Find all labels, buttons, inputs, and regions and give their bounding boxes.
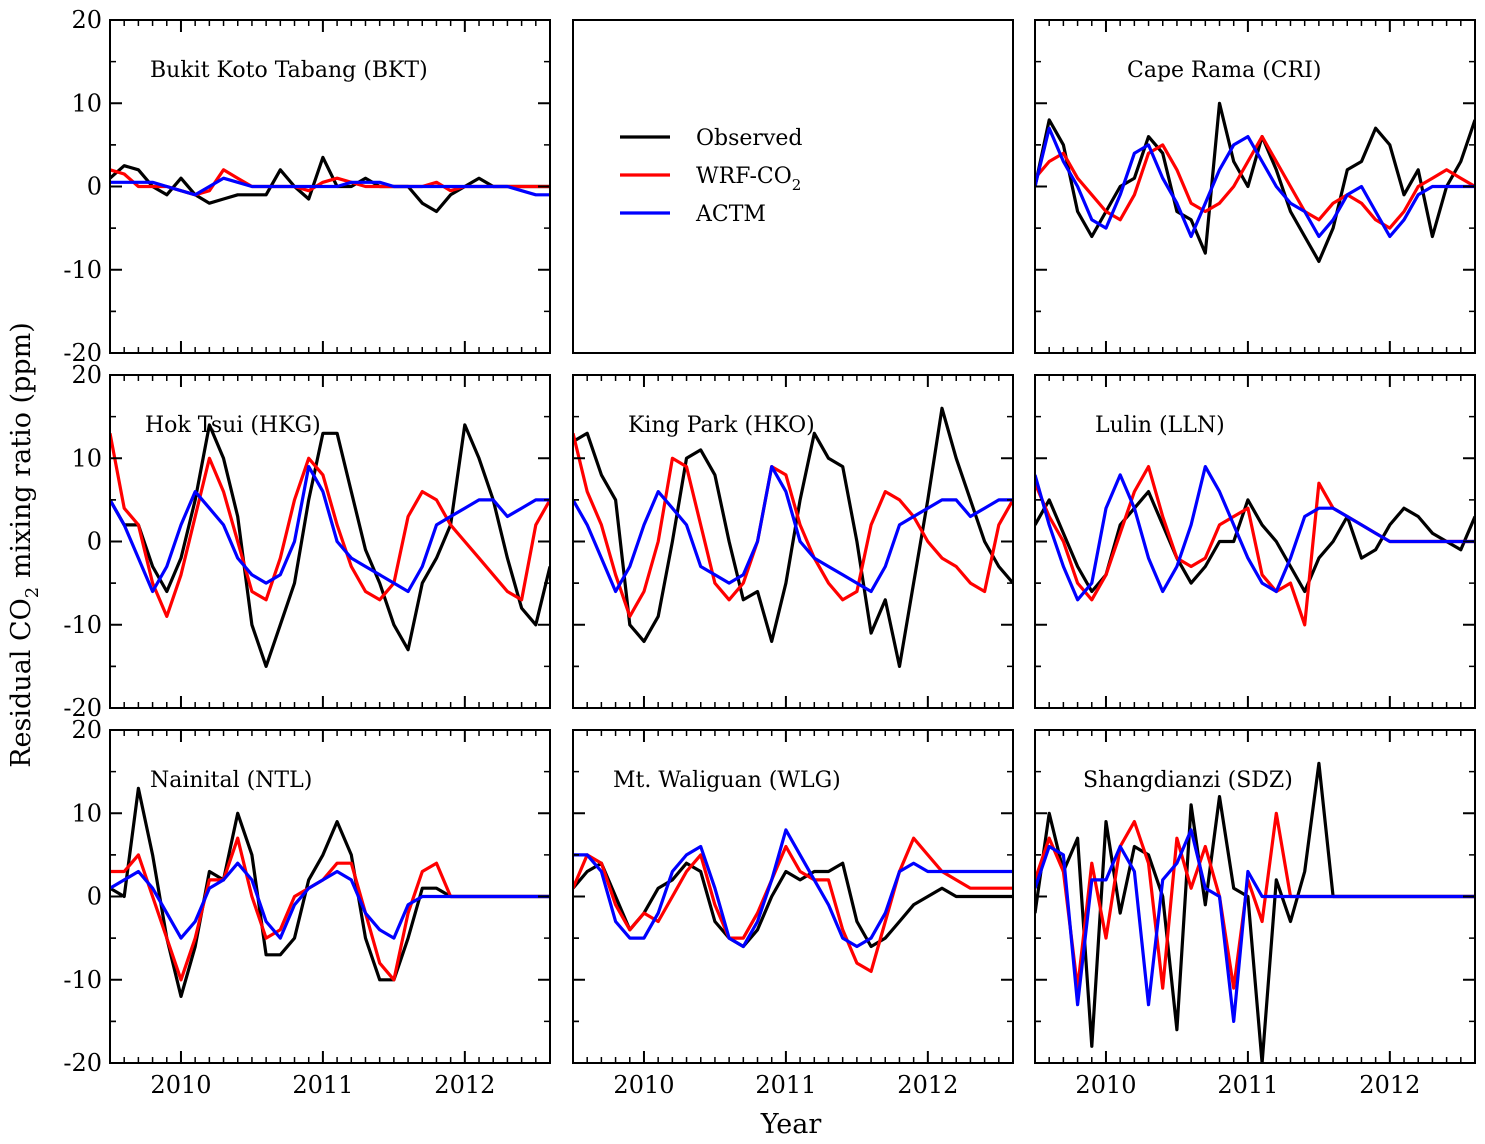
series-line-actm xyxy=(1035,828,1475,1024)
x-tick-label: 2010 xyxy=(150,1071,211,1099)
x-tick-label: 2012 xyxy=(1359,1071,1420,1099)
panel-shangdianzi-sdz: Shangdianzi (SDZ) 2010 2011 2012 xyxy=(1034,729,1476,1099)
x-axis-title: Year xyxy=(760,1109,822,1140)
y-tick-label: 10 xyxy=(71,799,102,827)
x-tick-label: 2012 xyxy=(897,1071,958,1099)
series-group xyxy=(1035,761,1475,1063)
x-tick-label: 2012 xyxy=(434,1071,495,1099)
series-line-observed xyxy=(573,861,1013,949)
series-line-wrf-co2 xyxy=(110,836,550,982)
panel-king-park-hko: King Park (HKO) xyxy=(572,374,1014,709)
y-tick-label: -20 xyxy=(63,1049,102,1077)
x-tick-label: 2010 xyxy=(1075,1071,1136,1099)
series-line-wrf-co2 xyxy=(573,836,1013,974)
series-group xyxy=(573,828,1013,974)
panel-title: King Park (HKO) xyxy=(628,413,815,438)
legend-frame xyxy=(572,19,1014,354)
panel-cape-rama-cri: Cape Rama (CRI) xyxy=(1034,19,1476,354)
panel-title: Hok Tsui (HKG) xyxy=(145,413,321,438)
series-line-actm xyxy=(573,828,1013,949)
y-axis-title: Residual CO2 mixing ratio (ppm) xyxy=(6,322,43,768)
series-group xyxy=(110,423,550,669)
y-tick-label: -10 xyxy=(63,966,102,994)
panel-bukit-koto-tabang-bkt: Bukit Koto Tabang (BKT) 20 10 0 -10 -20 xyxy=(63,6,551,367)
series-line-actm xyxy=(110,176,550,197)
panel-hok-tsui-hkg: Hok Tsui (HKG) 20 10 0 -10 -20 xyxy=(63,361,551,722)
y-tick-label: -20 xyxy=(63,339,102,367)
series-group xyxy=(110,786,550,999)
panel-title: Lulin (LLN) xyxy=(1095,413,1225,438)
y-tick-label: 0 xyxy=(87,173,102,201)
series-line-wrf-co2 xyxy=(573,432,1013,619)
y-tick-label: -10 xyxy=(63,611,102,639)
series-line-observed xyxy=(1035,101,1475,263)
y-tick-label: -10 xyxy=(63,256,102,284)
series-group xyxy=(1035,465,1475,627)
series-group xyxy=(110,155,550,214)
series-line-wrf-co2 xyxy=(110,433,550,619)
x-tick-label: 2010 xyxy=(613,1071,674,1099)
series-line-observed xyxy=(110,423,550,669)
panel-title: Shangdianzi (SDZ) xyxy=(1083,768,1293,793)
y-tick-label: 20 xyxy=(71,6,102,34)
panel-mt-waliguan-wlg: Mt. Waliguan (WLG) 2010 2011 2012 xyxy=(572,729,1014,1099)
legend-label-observed: Observed xyxy=(696,126,802,151)
legend-panel: Observed WRF-CO2 ACTM xyxy=(572,19,1014,354)
series-line-actm xyxy=(1035,126,1475,239)
series-line-wrf-co2 xyxy=(1035,465,1475,627)
series-line-actm xyxy=(573,465,1013,594)
y-tick-label: 0 xyxy=(87,528,102,556)
x-tick-label: 2011 xyxy=(1217,1071,1278,1099)
y-tick-label: 20 xyxy=(71,716,102,744)
legend-label-actm: ACTM xyxy=(695,202,766,227)
y-tick-label: 0 xyxy=(87,883,102,911)
x-tick-label: 2011 xyxy=(292,1071,353,1099)
series-line-actm xyxy=(110,861,550,940)
panel-title: Mt. Waliguan (WLG) xyxy=(613,768,841,793)
panel-title: Cape Rama (CRI) xyxy=(1127,58,1321,83)
y-tick-label: 10 xyxy=(71,444,102,472)
x-tick-label: 2011 xyxy=(755,1071,816,1099)
series-line-actm xyxy=(110,465,550,594)
series-line-observed xyxy=(573,406,1013,669)
panel-title: Nainital (NTL) xyxy=(150,768,312,793)
legend-label-wrf-co2: WRF-CO2 xyxy=(696,164,801,194)
series-line-observed xyxy=(110,155,550,214)
series-group xyxy=(1035,101,1475,263)
y-tick-label: 10 xyxy=(71,89,102,117)
series-line-actm xyxy=(1035,465,1475,602)
y-tick-label: 20 xyxy=(71,361,102,389)
series-group xyxy=(573,406,1013,669)
panel-title: Bukit Koto Tabang (BKT) xyxy=(150,58,428,83)
panel-lulin-lln: Lulin (LLN) xyxy=(1034,374,1476,709)
y-tick-label: -20 xyxy=(63,694,102,722)
